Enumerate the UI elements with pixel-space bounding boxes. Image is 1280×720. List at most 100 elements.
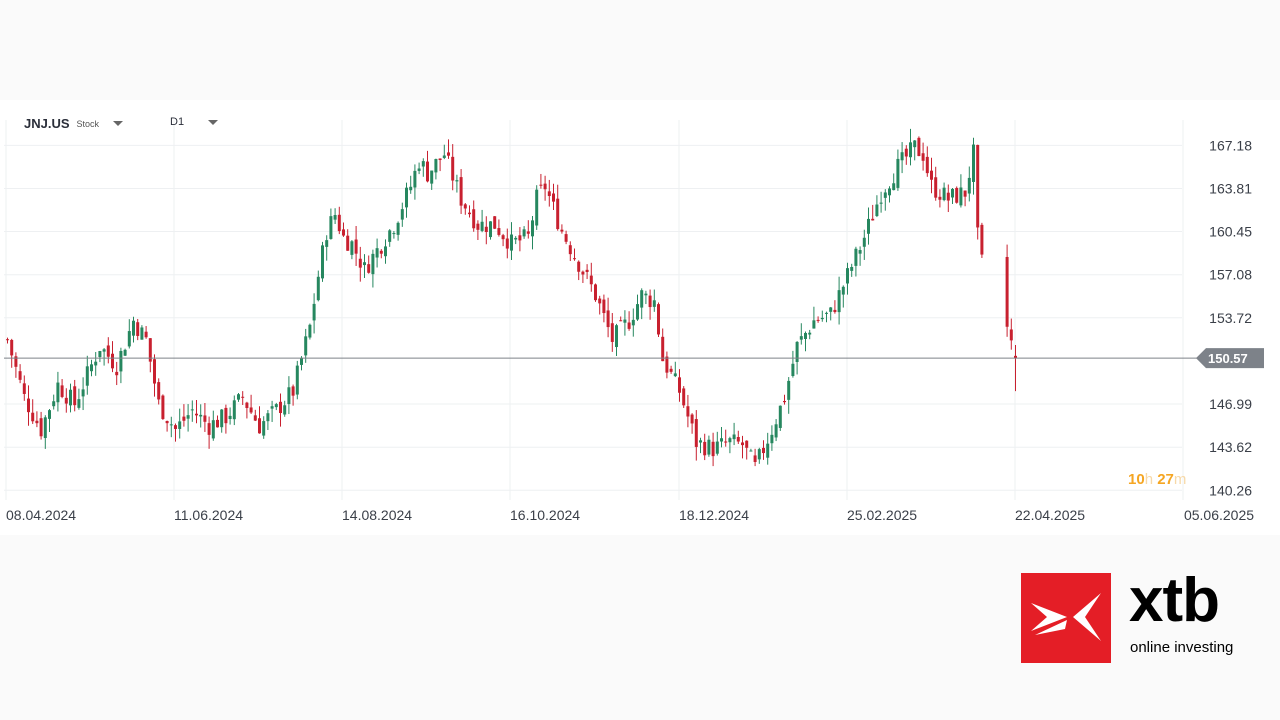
candle <box>972 137 975 195</box>
candle <box>833 300 837 314</box>
candle <box>165 420 169 432</box>
candlestick-chart[interactable]: 150.57 167.18 163.81 160.45 157.08 153.72 146… <box>0 100 1280 535</box>
timeframe-dropdown-icon[interactable] <box>208 119 219 125</box>
candle <box>94 352 98 376</box>
x-tick-label: 11.06.2024 <box>174 507 243 523</box>
candle <box>98 350 102 363</box>
candle <box>636 294 639 321</box>
candle <box>514 236 518 245</box>
candle <box>342 222 345 237</box>
candle <box>493 216 497 230</box>
candle <box>127 319 131 349</box>
candle <box>56 371 60 412</box>
candle <box>825 311 828 323</box>
candle <box>304 328 308 363</box>
candle <box>501 233 505 247</box>
candle <box>136 318 140 341</box>
candle <box>745 440 749 460</box>
candle <box>178 408 182 439</box>
y-tick-label: 160.45 <box>1209 224 1252 240</box>
candle <box>799 323 803 345</box>
x-tick-label: 05.06.2025 <box>1184 507 1254 523</box>
y-tick-label: 157.08 <box>1209 267 1252 283</box>
candle <box>153 354 156 397</box>
candle <box>531 216 534 250</box>
candle <box>963 190 967 207</box>
candle <box>161 394 165 420</box>
candle <box>77 388 81 410</box>
candle <box>585 264 589 280</box>
candle <box>489 221 492 240</box>
candle <box>363 254 366 278</box>
candle <box>602 294 606 323</box>
candle <box>199 404 203 428</box>
candle <box>661 328 665 362</box>
candle <box>417 162 421 175</box>
candle <box>535 185 539 230</box>
x-tick-label: 08.04.2024 <box>6 507 76 523</box>
candle <box>665 351 669 379</box>
candle <box>573 248 576 261</box>
candle <box>111 341 114 373</box>
candle <box>699 437 702 454</box>
y-tick-label: 163.81 <box>1209 181 1252 197</box>
candle <box>976 144 980 240</box>
candle <box>60 379 64 399</box>
candle <box>321 241 324 282</box>
logo-mark <box>1021 573 1111 663</box>
candle <box>766 432 770 465</box>
candle <box>43 415 47 449</box>
x-tick-label: 16.10.2024 <box>510 507 580 523</box>
candle <box>547 179 551 207</box>
candle <box>1005 244 1009 337</box>
chart-panel[interactable]: 150.57 167.18 163.81 160.45 157.08 153.72 146… <box>0 100 1280 535</box>
candle <box>736 430 740 444</box>
candle <box>560 224 564 234</box>
candle <box>426 150 429 183</box>
symbol-selector[interactable]: JNJ.US Stock <box>24 116 124 131</box>
candle <box>883 189 887 211</box>
candle <box>325 235 329 261</box>
candle <box>64 388 68 413</box>
candle <box>720 426 723 448</box>
candle <box>258 406 261 434</box>
candle <box>946 184 950 213</box>
candle <box>816 316 820 323</box>
candle <box>329 208 333 240</box>
candle <box>896 149 900 191</box>
candle <box>850 263 854 277</box>
candle <box>39 411 43 440</box>
candle <box>140 325 144 340</box>
candle <box>346 229 350 251</box>
candle <box>249 394 253 414</box>
candle <box>22 375 26 401</box>
symbol-dropdown-icon[interactable] <box>113 121 124 126</box>
candle <box>715 431 719 456</box>
candle <box>316 270 320 302</box>
candle <box>337 206 341 235</box>
candle <box>539 173 543 189</box>
candle <box>14 352 18 378</box>
current-price-label: 150.57 <box>1208 351 1248 366</box>
candle <box>232 395 236 426</box>
candle <box>778 405 782 431</box>
candle <box>564 230 568 245</box>
candle <box>409 175 413 194</box>
candle <box>951 187 954 205</box>
candle <box>106 337 110 364</box>
candle <box>472 200 476 232</box>
timeframe-selector[interactable]: D1 <box>170 116 219 128</box>
candle <box>854 246 858 277</box>
candle <box>522 226 526 239</box>
candle <box>31 399 35 424</box>
candle <box>463 203 467 215</box>
candle <box>669 365 673 374</box>
candle <box>724 429 728 447</box>
candle <box>837 276 841 325</box>
instrument-type: Stock <box>76 118 100 129</box>
y-tick-label: 140.26 <box>1209 482 1252 498</box>
candle <box>144 326 148 339</box>
candle <box>820 310 824 322</box>
candle <box>505 228 509 259</box>
candle <box>413 164 417 200</box>
